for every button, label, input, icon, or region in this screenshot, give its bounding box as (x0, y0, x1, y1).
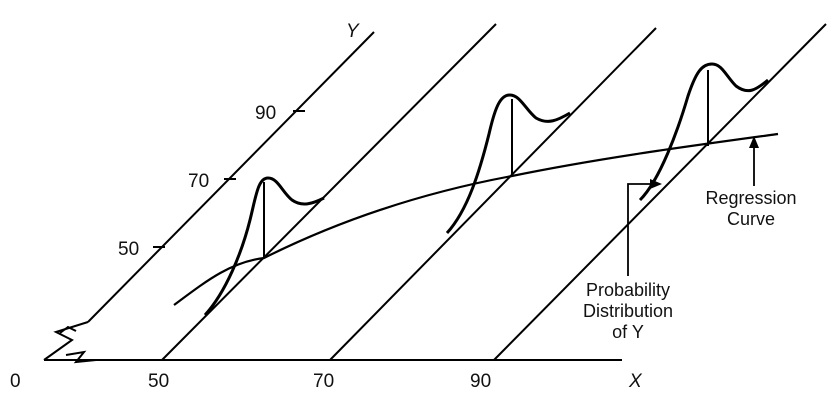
origin-label: 0 (10, 371, 21, 392)
probability-distribution-label: Probability Distribution of Y (568, 280, 688, 343)
y-axis-label: Y (346, 21, 359, 42)
slant-line-50 (161, 23, 497, 361)
x-tick-label-70: 70 (313, 371, 335, 392)
distribution-callout-arrowhead (650, 179, 662, 189)
slant-line-70 (329, 27, 657, 361)
regression-callout-arrowhead (749, 136, 759, 148)
x-tick-label-50: 50 (148, 371, 170, 392)
probability-curve-1 (203, 176, 325, 317)
probability-distribution-label-line-2: Distribution (582, 301, 674, 321)
distribution-callout-line (627, 183, 652, 276)
y-axis-break-mark (59, 325, 77, 334)
y-tick-label-70: 70 (188, 171, 210, 192)
y-tick-label-50: 50 (118, 239, 140, 260)
y-axis-break (43, 321, 89, 361)
x-axis-break (65, 350, 97, 364)
regression-curve-label-line-1: Regression (705, 188, 797, 208)
y-axis-line (87, 31, 375, 323)
probability-curve-3 (638, 62, 769, 202)
slant-line-90 (493, 23, 827, 361)
probability-distribution-label-line-1: Probability (585, 280, 671, 300)
regression-curve-label: Regression Curve (695, 188, 807, 230)
probability-distribution-label-line-3: of Y (612, 322, 644, 342)
regression-curve-label-line-2: Curve (726, 209, 775, 229)
x-tick-label-90: 90 (470, 371, 492, 392)
y-tick-label-90: 90 (255, 103, 277, 124)
x-axis-label: X (629, 371, 642, 392)
probability-curve-2 (445, 93, 571, 235)
